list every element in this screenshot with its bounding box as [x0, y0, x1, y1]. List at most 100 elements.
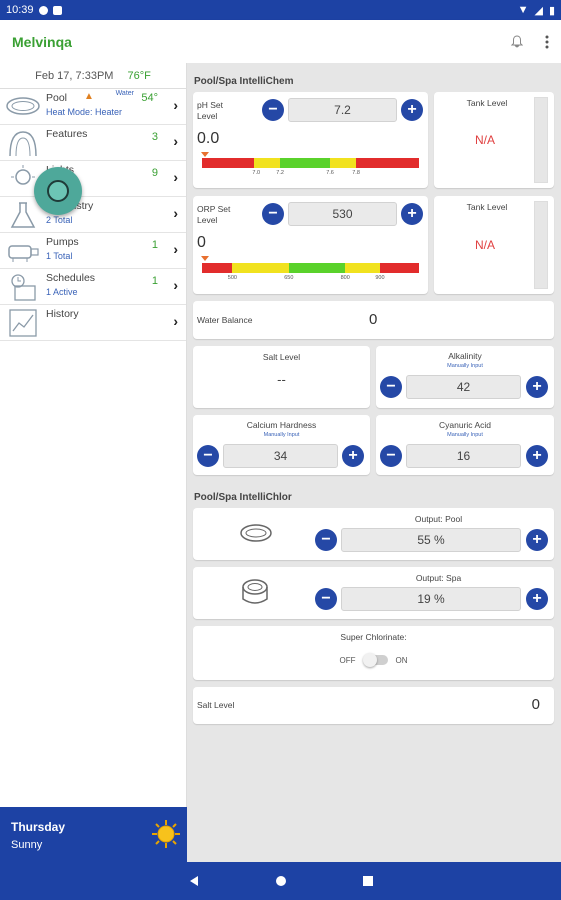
sidebar: Feb 17, 7:33PM 76°F Pool Heat Mode: Heat… — [0, 63, 187, 807]
ph-tick: 7.8 — [352, 170, 360, 176]
fountain-icon — [9, 130, 37, 156]
output-pool-decrease-button[interactable]: − — [315, 529, 337, 551]
storage-icon — [52, 5, 62, 15]
sidebar-item-label: Schedules — [46, 272, 96, 284]
pump-icon — [8, 244, 39, 262]
tank-level-title: Tank Level — [466, 202, 508, 212]
orp-marker — [201, 256, 209, 261]
chevron-right-icon: › — [173, 169, 178, 185]
chevron-right-icon: › — [173, 241, 178, 257]
water-balance-label: Water Balance — [197, 315, 253, 325]
more-vert-icon[interactable] — [545, 35, 549, 49]
tank-level-title: Tank Level — [466, 98, 508, 108]
pool-temp: 54° — [141, 92, 158, 104]
output-spa-decrease-button[interactable]: − — [315, 588, 337, 610]
ph-reading: 0.0 — [197, 130, 220, 147]
output-spa-increase-button[interactable]: + — [526, 588, 548, 610]
chevron-right-icon: › — [173, 97, 178, 113]
air-temp: 76°F — [127, 69, 151, 82]
app-bar: Melvinqa — [0, 20, 561, 63]
chevron-right-icon: › — [173, 277, 178, 293]
output-pool-increase-button[interactable]: + — [526, 529, 548, 551]
output-spa-title: Output: Spa — [415, 573, 462, 583]
sidebar-item-lights[interactable]: Lights 9 › — [0, 161, 186, 197]
alkalinity-field[interactable]: 42 — [406, 375, 521, 399]
bulb-icon — [11, 164, 35, 185]
ph-tick: 7.0 — [252, 170, 261, 176]
pumps-count: 1 — [151, 239, 158, 251]
super-chlorinate-toggle[interactable] — [362, 653, 388, 667]
calcium-decrease-button[interactable]: − — [197, 445, 219, 467]
super-chlorinate-card: Super Chlorinate: OFF ON — [193, 626, 554, 680]
battery-icon: ▮ — [548, 4, 555, 17]
orp-setpoint-field[interactable]: 530 — [288, 202, 397, 226]
orp-tank-card: Tank Level N/A — [434, 196, 554, 294]
back-icon[interactable] — [188, 875, 200, 887]
status-time: 10:39 — [6, 4, 34, 16]
alkalinity-card: Alkalinity Manually Input − 42 + — [376, 346, 554, 408]
calcium-increase-button[interactable]: + — [342, 445, 364, 467]
sidebar-item-schedules[interactable]: Schedules 1 Active 1 › — [0, 269, 186, 305]
bell-icon[interactable] — [511, 35, 523, 48]
home-icon[interactable] — [275, 875, 287, 887]
flask-icon — [10, 201, 36, 228]
calcium-field[interactable]: 34 — [223, 444, 338, 468]
output-pool-card: Output: Pool − 55 % + — [193, 508, 554, 560]
orp-decrease-button[interactable]: − — [262, 203, 284, 225]
sun-icon — [152, 820, 180, 848]
water-label: Water — [115, 90, 134, 97]
chevron-right-icon: › — [173, 313, 178, 329]
orp-tick: 500 — [227, 275, 237, 281]
output-pool-field[interactable]: 55 % — [341, 528, 521, 552]
sidebar-item-pumps[interactable]: Pumps 1 Total 1 › — [0, 233, 186, 269]
wifi-icon: ▼ — [517, 4, 529, 16]
app-title: Melvinqa — [12, 33, 72, 50]
ph-tick: 7.2 — [276, 170, 284, 176]
output-spa-field[interactable]: 19 % — [341, 587, 521, 611]
sidebar-item-history[interactable]: History › — [0, 305, 186, 341]
cyanuric-field[interactable]: 16 — [406, 444, 521, 468]
pumps-total: 1 Total — [46, 251, 73, 261]
water-balance-value: 0 — [369, 311, 378, 328]
sidebar-item-label: History — [46, 308, 79, 320]
cyanuric-decrease-button[interactable]: − — [380, 445, 402, 467]
cyanuric-increase-button[interactable]: + — [526, 445, 548, 467]
notification-icon — [38, 5, 48, 15]
orp-card: ORP Set Level − 530 + 0 500 650 800 900 — [193, 196, 428, 294]
sidebar-item-features[interactable]: Features 3 › — [0, 125, 186, 161]
orp-tick: 900 — [375, 275, 385, 281]
chlor-salt-level-card: Salt Level 0 — [193, 687, 554, 724]
tank-gauge — [534, 201, 548, 289]
ph-setpoint-field[interactable]: 7.2 — [288, 98, 397, 122]
orp-tick-labels: 500 650 800 900 — [202, 275, 419, 283]
schedules-active: 1 Active — [46, 287, 78, 297]
ph-decrease-button[interactable]: − — [262, 99, 284, 121]
alkalinity-decrease-button[interactable]: − — [380, 376, 402, 398]
date-time: Feb 17, 7:33PM — [35, 69, 114, 82]
super-chlorinate-title: Super Chlorinate: — [340, 632, 407, 642]
system-nav-bar — [0, 862, 561, 900]
sidebar-item-chemistry[interactable]: Chemistry 2 Total › — [0, 197, 186, 233]
schedules-count: 1 — [151, 275, 158, 287]
alkalinity-increase-button[interactable]: + — [526, 376, 548, 398]
calcium-title: Calcium Hardness — [246, 420, 317, 430]
sidebar-item-label: Pool — [46, 92, 68, 104]
orp-set-label: ORP Set Level — [197, 204, 231, 225]
signal-icon: ◢ — [534, 4, 543, 17]
ph-increase-button[interactable]: + — [401, 99, 423, 121]
calcium-card: Calcium Hardness Manually Input − 34 + — [193, 415, 370, 475]
sidebar-item-pool[interactable]: Pool Heat Mode: Heater ▲ Water 54° › — [0, 89, 186, 125]
recents-icon[interactable] — [362, 875, 374, 887]
salt-level-title: Salt Level — [262, 352, 301, 362]
touch-indicator — [34, 167, 82, 215]
cyanuric-title: Cyanuric Acid — [439, 420, 491, 430]
heat-mode: Heat Mode: Heater — [46, 107, 123, 117]
output-pool-title: Output: Pool — [414, 514, 463, 524]
sidebar-item-label: Features — [46, 128, 88, 140]
weather-panel: Thursday Sunny — [0, 807, 187, 862]
cyanuric-manual-label: Manually Input — [447, 432, 483, 438]
salt-level-value: -- — [277, 372, 286, 387]
orp-increase-button[interactable]: + — [401, 203, 423, 225]
features-count: 3 — [151, 131, 158, 143]
weather-day: Thursday — [11, 820, 66, 834]
